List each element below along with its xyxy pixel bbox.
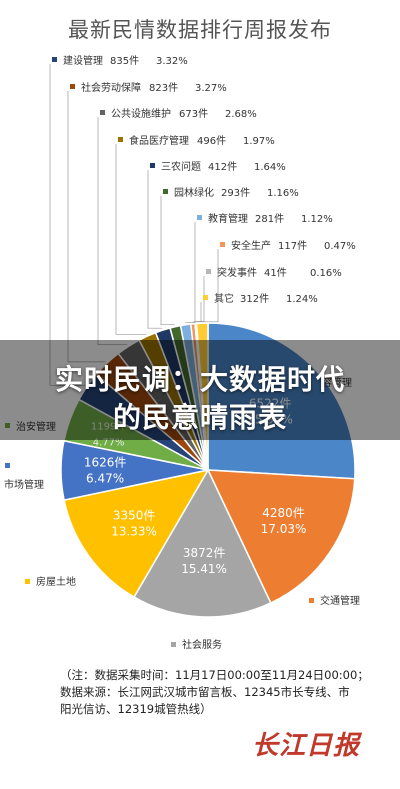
pie-slice <box>63 468 210 599</box>
legend-value: 117件 <box>278 240 307 252</box>
legend-value: 312件 <box>240 293 269 305</box>
legend-marker <box>163 189 168 194</box>
leader-line <box>97 117 128 346</box>
headline-line-2: 的民意晴雨表 <box>112 401 287 434</box>
pie-slice <box>206 469 356 604</box>
pie-slice <box>133 468 272 618</box>
slice-percent-label: 13.33% <box>111 524 157 538</box>
note-line-1: （注：数据采集时间：11月17日00:00至11月24日00:00； <box>60 668 369 682</box>
legend-percent: 1.97% <box>243 136 275 147</box>
legend-percent: 1.16% <box>267 188 299 199</box>
pie-slice <box>195 322 209 471</box>
slice-percent-label: 6.47% <box>86 471 124 485</box>
legend-marker <box>171 642 176 647</box>
leader-line <box>200 302 203 322</box>
headline-line-1: 实时民调：大数据时代 <box>54 363 345 396</box>
legend-value: 412件 <box>208 161 237 173</box>
legend-marker <box>25 579 30 584</box>
legend-percent: 1.24% <box>286 294 318 305</box>
legend-percent: 3.32% <box>156 56 188 67</box>
leader-line <box>192 249 219 323</box>
slice-percent-label: 25.95% <box>247 413 293 427</box>
legend-percent: 0.47% <box>324 241 356 252</box>
legend-percent: 2.68% <box>225 109 257 120</box>
legend-marker <box>52 57 57 62</box>
legend-percent: 3.27% <box>195 83 227 94</box>
leader-line <box>115 144 147 335</box>
legend-name: 社会劳动保障 <box>81 81 141 94</box>
legend-name: 三农问题 <box>161 160 201 173</box>
slice-name-label: 治安管理 <box>16 420 56 433</box>
headline-banner: 实时民调：大数据时代 的民意晴雨表 <box>0 340 400 440</box>
slice-value-label: 3350件 <box>113 508 156 522</box>
slice-name-label: 社会服务 <box>182 638 222 651</box>
leader-line <box>147 170 163 329</box>
leader-line <box>67 91 106 363</box>
slice-percent-label: 17.03% <box>261 522 307 536</box>
legend-marker <box>197 215 202 220</box>
legend-name: 安全生产 <box>231 239 271 252</box>
leader-line <box>160 196 175 326</box>
slice-name-label: 交通管理 <box>320 594 360 607</box>
legend-marker <box>5 423 10 428</box>
legend-name: 园林绿化 <box>174 186 214 199</box>
legend-name: 食品医疗管理 <box>129 134 189 147</box>
leader-line <box>195 276 205 322</box>
note-line-2: 数据来源：长江网武汉城市留言板、12345市长专线、市 <box>60 685 350 699</box>
legend-marker <box>5 463 10 468</box>
legend-value: 293件 <box>221 187 250 199</box>
legend-marker <box>100 110 105 115</box>
slice-percent-label: 4.77% <box>93 438 125 449</box>
legend-percent: 1.64% <box>254 162 286 173</box>
newspaper-logo: 长江日报 <box>251 731 360 761</box>
slice-value-label: 1199件 <box>91 421 126 433</box>
legend-name: 突发事件 <box>217 266 257 279</box>
legend-value: 41件 <box>264 267 287 279</box>
legend-percent: 0.16% <box>310 268 342 279</box>
slice-name-label: 市场管理 <box>4 478 44 491</box>
slice-value-label: 6522件 <box>249 397 292 411</box>
data-source-notes: （注：数据采集时间：11月17日00:00至11月24日00:00； 数据来源：… <box>60 667 369 718</box>
pie-slice <box>207 322 356 480</box>
legend-name: 其它 <box>214 292 234 305</box>
slice-value-label: 1626件 <box>84 455 127 469</box>
slice-percent-label: 15.41% <box>181 562 227 576</box>
chart-title: 最新民情数据排行周报发布 <box>68 18 332 42</box>
legend-marker <box>70 84 75 89</box>
legend-value: 281件 <box>255 213 284 225</box>
legend-marker <box>309 598 314 603</box>
slice-value-label: 3872件 <box>183 546 226 560</box>
legend-marker <box>150 163 155 168</box>
legend-marker <box>206 269 211 274</box>
legend-value: 673件 <box>179 108 208 120</box>
leader-line <box>185 222 196 324</box>
legend-marker <box>118 137 123 142</box>
legend-name: 教育管理 <box>208 212 248 225</box>
legend-value: 823件 <box>149 82 178 94</box>
slice-value-label: 4280件 <box>262 506 305 520</box>
legend-marker <box>203 295 208 300</box>
note-line-3: 阳光信访、12319城管热线） <box>60 702 212 716</box>
legend-percent: 1.12% <box>301 214 333 225</box>
leader-line <box>49 64 86 386</box>
legend-name: 建设管理 <box>63 54 103 67</box>
slice-name-label: 房屋土地 <box>36 575 76 588</box>
slice-name-label: 容管理 <box>322 376 352 389</box>
legend-name: 公共设施维护 <box>111 107 171 120</box>
legend-marker <box>220 242 225 247</box>
legend-value: 835件 <box>110 55 139 67</box>
legend-value: 496件 <box>197 135 226 147</box>
